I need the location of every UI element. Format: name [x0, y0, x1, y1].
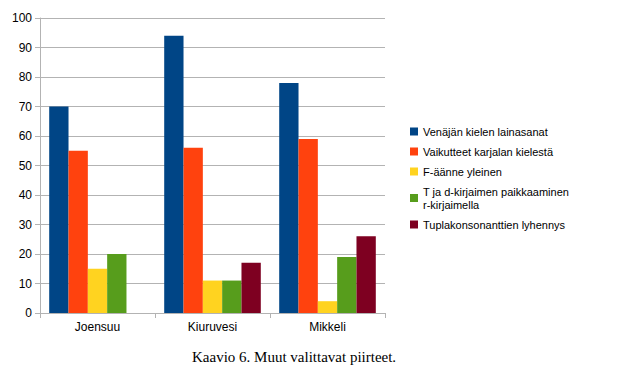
svg-text:Kaavio 6. Muut valittavat piir: Kaavio 6. Muut valittavat piirteet. — [192, 349, 396, 365]
svg-text:80: 80 — [19, 70, 33, 84]
svg-text:0: 0 — [25, 306, 32, 320]
svg-text:40: 40 — [19, 188, 33, 202]
svg-text:60: 60 — [19, 129, 33, 143]
svg-text:100: 100 — [12, 11, 32, 25]
svg-text:Kiuruvesi: Kiuruvesi — [188, 320, 237, 334]
svg-text:r-kirjaimella: r-kirjaimella — [423, 199, 480, 211]
svg-text:Tuplakonsonanttien lyhennys: Tuplakonsonanttien lyhennys — [423, 219, 566, 231]
svg-text:Vaikutteet karjalan kielestä: Vaikutteet karjalan kielestä — [423, 146, 554, 158]
svg-text:90: 90 — [19, 41, 33, 55]
svg-text:T ja d-kirjaimen paikkaaminen: T ja d-kirjaimen paikkaaminen — [423, 186, 572, 198]
svg-text:70: 70 — [19, 100, 33, 114]
svg-text:Mikkeli: Mikkeli — [309, 320, 346, 334]
svg-text:50: 50 — [19, 159, 33, 173]
svg-text:20: 20 — [19, 247, 33, 261]
svg-text:Venäjän kielen lainasanat: Venäjän kielen lainasanat — [423, 126, 548, 138]
svg-text:F-äänne yleinen: F-äänne yleinen — [423, 166, 502, 178]
svg-text:30: 30 — [19, 218, 33, 232]
svg-text:10: 10 — [19, 277, 33, 291]
svg-text:Joensuu: Joensuu — [75, 320, 120, 334]
